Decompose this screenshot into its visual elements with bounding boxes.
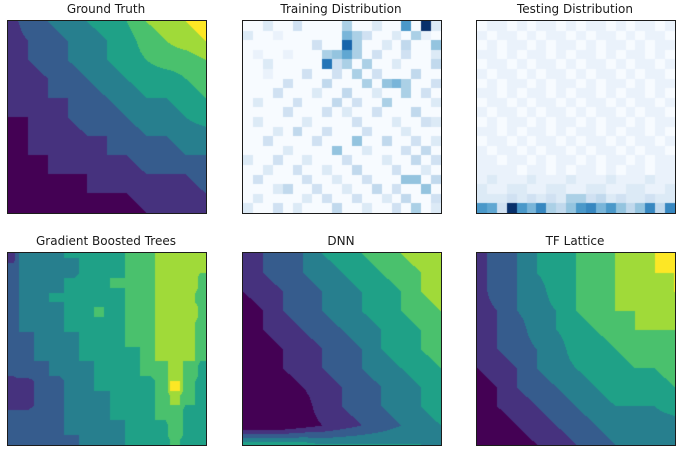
testing-distribution-plot [477,21,675,213]
panel-ground-truth: Ground Truth [7,2,207,214]
panel-dnn: DNN [242,234,442,446]
panel-training-distribution: Training Distribution [242,2,442,214]
panel-gradient-boosted-trees: Gradient Boosted Trees [7,234,207,446]
axes-border [476,20,676,214]
axes-border [242,252,442,446]
panel-testing-distribution: Testing Distribution [476,2,676,214]
panel-tf-lattice: TF Lattice [476,234,676,446]
panel-title: Testing Distribution [516,2,633,16]
dnn-plot [243,253,441,445]
axes-border [242,20,442,214]
ground-truth-plot [8,21,206,213]
tf-lattice-plot [477,253,675,445]
panel-title: DNN [327,234,355,248]
panel-title: Gradient Boosted Trees [36,234,176,248]
axes-border [7,252,207,446]
panel-title: Ground Truth [66,2,146,16]
panel-title: Training Distribution [280,2,402,16]
gradient-boosted-trees-plot [8,253,206,445]
axes-border [7,20,207,214]
training-distribution-plot [243,21,441,213]
panel-title: TF Lattice [545,234,605,248]
axes-border [476,252,676,446]
